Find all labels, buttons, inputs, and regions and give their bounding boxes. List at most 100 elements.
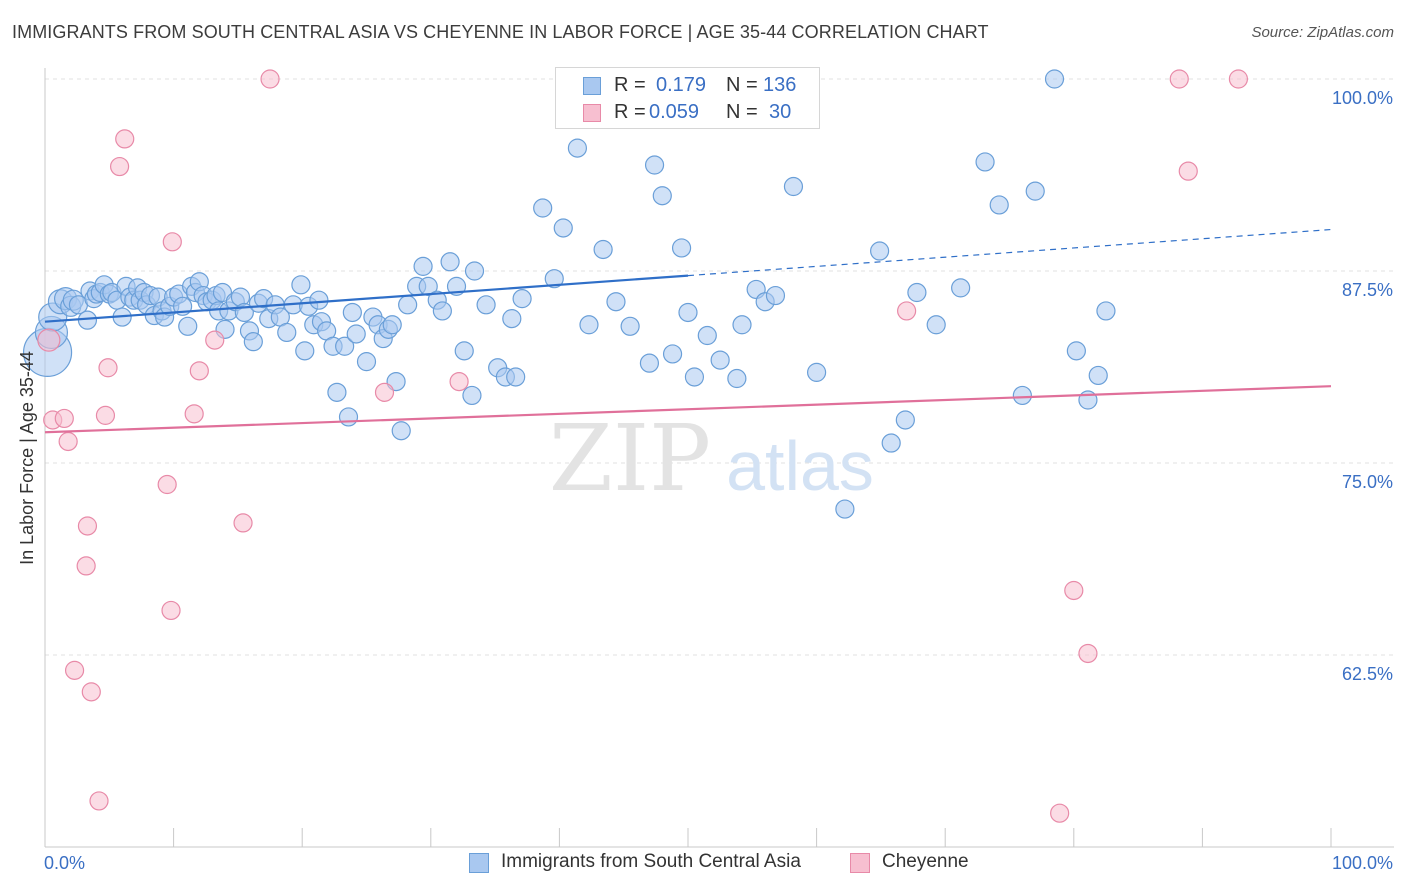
point-pink xyxy=(64,660,85,680)
trend-line-pink xyxy=(44,385,1332,434)
point-blue xyxy=(567,138,588,158)
point-blue xyxy=(579,315,599,335)
point-blue xyxy=(662,344,683,364)
point-blue xyxy=(338,407,359,427)
point-blue xyxy=(881,433,901,453)
legend-n-value: 30 xyxy=(769,101,792,123)
point-blue xyxy=(975,152,995,172)
y-tick-label: 100.0% xyxy=(1332,88,1393,108)
point-pink xyxy=(157,474,177,495)
point-blue xyxy=(413,256,433,276)
point-blue xyxy=(464,261,485,281)
legend-n-value: 136 xyxy=(763,74,797,96)
chart-title: IMMIGRANTS FROM SOUTH CENTRAL ASIA VS CH… xyxy=(12,22,989,42)
bottom-legend-label: Cheyenne xyxy=(882,851,969,872)
point-blue xyxy=(243,332,263,352)
point-blue xyxy=(1088,365,1108,386)
x-tick-label: 100.0% xyxy=(1332,853,1393,873)
point-blue xyxy=(1044,69,1065,89)
point-blue xyxy=(671,238,692,258)
point-pink xyxy=(109,156,130,177)
point-pink xyxy=(115,129,135,149)
point-pink xyxy=(449,371,469,392)
point-blue xyxy=(710,350,730,370)
point-pink xyxy=(54,408,74,429)
point-pink xyxy=(189,361,209,381)
bottom-legend-item-pink: Cheyenne xyxy=(850,851,980,877)
legend-n-label: N = xyxy=(726,74,758,96)
trend-line-blue-extension xyxy=(687,228,1332,277)
point-blue xyxy=(684,367,705,387)
point-blue xyxy=(327,382,347,402)
point-blue xyxy=(806,362,827,382)
points-pink xyxy=(37,69,1249,823)
point-blue xyxy=(1012,385,1032,406)
point-blue xyxy=(533,198,553,218)
point-pink xyxy=(1169,69,1189,89)
point-pink xyxy=(77,516,98,536)
point-blue xyxy=(432,301,452,321)
point-pink xyxy=(95,405,116,425)
bottom-legend-item-blue: Immigrants from South Central Asia xyxy=(469,851,829,877)
bottom-legend-label: Immigrants from South Central Asia xyxy=(501,851,801,872)
point-blue xyxy=(678,302,698,323)
x-tick-label: 0.0% xyxy=(44,853,85,873)
y-tick-label: 62.5% xyxy=(1342,664,1393,684)
point-pink xyxy=(58,431,78,452)
point-pink xyxy=(89,791,109,811)
point-blue xyxy=(732,315,752,335)
point-blue xyxy=(346,324,366,344)
point-pink xyxy=(37,328,61,352)
point-pink xyxy=(98,358,118,378)
point-blue xyxy=(454,341,474,361)
point-blue xyxy=(989,195,1009,215)
point-blue xyxy=(895,410,915,430)
point-pink xyxy=(1178,161,1198,181)
point-blue xyxy=(765,285,786,306)
point-blue xyxy=(462,385,482,406)
point-blue xyxy=(382,315,402,335)
legend-n-label: N = xyxy=(726,101,758,123)
point-blue xyxy=(835,499,855,519)
point-blue xyxy=(476,295,496,315)
point-blue xyxy=(926,315,946,335)
point-blue xyxy=(951,278,971,298)
point-pink xyxy=(1064,580,1084,601)
point-pink xyxy=(205,330,225,350)
legend-r-label: R = xyxy=(614,74,646,96)
point-blue xyxy=(277,322,297,343)
point-blue xyxy=(335,336,355,356)
point-blue xyxy=(907,282,927,303)
axes xyxy=(44,68,1394,848)
point-pink xyxy=(184,404,204,424)
point-pink xyxy=(1050,803,1070,823)
point-blue xyxy=(783,176,804,197)
point-blue xyxy=(178,316,198,336)
watermark-zip: ZIP xyxy=(549,405,711,512)
point-blue xyxy=(391,421,411,441)
point-blue xyxy=(1025,181,1045,201)
y-tick-label: 75.0% xyxy=(1342,472,1393,492)
point-blue xyxy=(295,341,315,361)
legend: R = 0.179 N = 136 R = 0.059 N = 30 xyxy=(555,67,820,129)
bottom-legend-swatch-pink xyxy=(850,853,870,873)
watermark-atlas: atlas xyxy=(726,427,874,505)
point-pink xyxy=(897,301,917,321)
trend-line-blue xyxy=(44,274,689,323)
point-blue xyxy=(398,295,418,315)
point-blue xyxy=(639,353,660,373)
point-blue xyxy=(652,186,672,206)
legend-row-blue: R = 0.179 N = 136 xyxy=(556,74,819,100)
point-pink xyxy=(81,682,101,702)
y-tick-label: 87.5% xyxy=(1342,280,1393,300)
point-blue xyxy=(593,239,613,260)
legend-r-value: 0.179 xyxy=(656,74,707,96)
source-label: Source: ZipAtlas.com xyxy=(1251,24,1394,41)
point-pink xyxy=(1078,643,1098,664)
point-blue xyxy=(502,309,522,329)
point-blue xyxy=(506,367,526,387)
legend-r-value: 0.059 xyxy=(649,101,700,123)
point-blue xyxy=(644,155,665,175)
point-blue xyxy=(697,325,717,346)
